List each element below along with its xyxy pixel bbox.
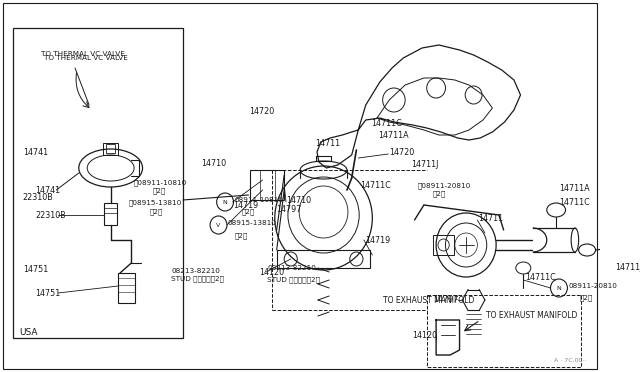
Text: ⓝ08911-20810: ⓝ08911-20810 (418, 182, 471, 189)
Text: N: N (557, 285, 561, 291)
Text: 14720: 14720 (389, 148, 415, 157)
Text: N: N (223, 199, 227, 205)
Text: 08911-20810: 08911-20810 (568, 283, 617, 289)
Text: 14711C: 14711C (525, 273, 556, 282)
Text: V: V (216, 222, 221, 228)
Text: STUD スタッド（2）: STUD スタッド（2） (171, 276, 224, 282)
Text: 14719: 14719 (233, 201, 258, 210)
Bar (13, 28, 183, 338)
Text: 14711A: 14711A (559, 183, 589, 192)
Bar (104, 203, 117, 225)
Text: 14720: 14720 (249, 107, 275, 116)
Bar (276, 250, 371, 268)
Text: 22310B: 22310B (23, 193, 54, 202)
Text: ⓥ08915-13810: ⓥ08915-13810 (129, 199, 182, 206)
Text: 14711J: 14711J (615, 263, 640, 273)
Bar (103, 143, 118, 155)
Text: （2）: （2） (242, 209, 255, 215)
Text: ⓝ08911-10810: ⓝ08911-10810 (133, 179, 186, 186)
Text: A · 7C.00··: A · 7C.00·· (554, 357, 586, 362)
Text: TO THERMAL VC VALVE: TO THERMAL VC VALVE (44, 55, 128, 61)
Bar (118, 273, 135, 303)
Bar (427, 295, 582, 367)
Text: 14710: 14710 (201, 159, 226, 168)
Text: 14741: 14741 (23, 148, 48, 157)
Text: 14797: 14797 (276, 205, 301, 214)
Text: 08213-82210: 08213-82210 (268, 265, 316, 271)
Text: 14797: 14797 (433, 295, 459, 305)
Text: （2）: （2） (432, 191, 445, 198)
Text: TO THERMAL VC VALVE: TO THERMAL VC VALVE (41, 51, 125, 57)
Text: 14120: 14120 (259, 268, 284, 277)
Text: 14711A: 14711A (378, 131, 409, 140)
Text: 08915-13810: 08915-13810 (228, 220, 276, 226)
Text: 14741: 14741 (36, 186, 61, 195)
Text: （2）: （2） (234, 233, 248, 239)
Text: （2）: （2） (153, 187, 166, 194)
Text: 14719: 14719 (365, 235, 390, 244)
Text: 14711C: 14711C (559, 198, 589, 206)
Text: 14711C: 14711C (371, 119, 402, 128)
Bar (106, 144, 115, 153)
Text: TO EXHAUST MANIFOLD: TO EXHAUST MANIFOLD (486, 311, 577, 320)
Bar (612, 242, 633, 257)
Text: 08911-10810: 08911-10810 (234, 197, 284, 203)
Text: 14710: 14710 (286, 196, 311, 205)
Text: USA: USA (19, 328, 37, 337)
Text: 14711C: 14711C (360, 181, 391, 190)
Text: 14751: 14751 (23, 265, 48, 274)
Bar (433, 235, 454, 255)
Text: 14120: 14120 (413, 330, 438, 340)
Text: 08213-82210: 08213-82210 (171, 268, 220, 274)
Text: STUD スタッド（2）: STUD スタッド（2） (268, 277, 320, 283)
Text: 14711: 14711 (478, 214, 504, 222)
Text: （2）: （2） (580, 295, 593, 301)
Text: 14751: 14751 (36, 289, 61, 298)
Text: 22310B: 22310B (36, 211, 67, 219)
Text: （2）: （2） (150, 208, 163, 215)
Text: 14711J: 14711J (411, 160, 438, 169)
Text: 14711: 14711 (315, 139, 340, 148)
Bar (250, 170, 284, 200)
Text: TO EXHAUST MANIFOLD: TO EXHAUST MANIFOLD (383, 296, 474, 305)
